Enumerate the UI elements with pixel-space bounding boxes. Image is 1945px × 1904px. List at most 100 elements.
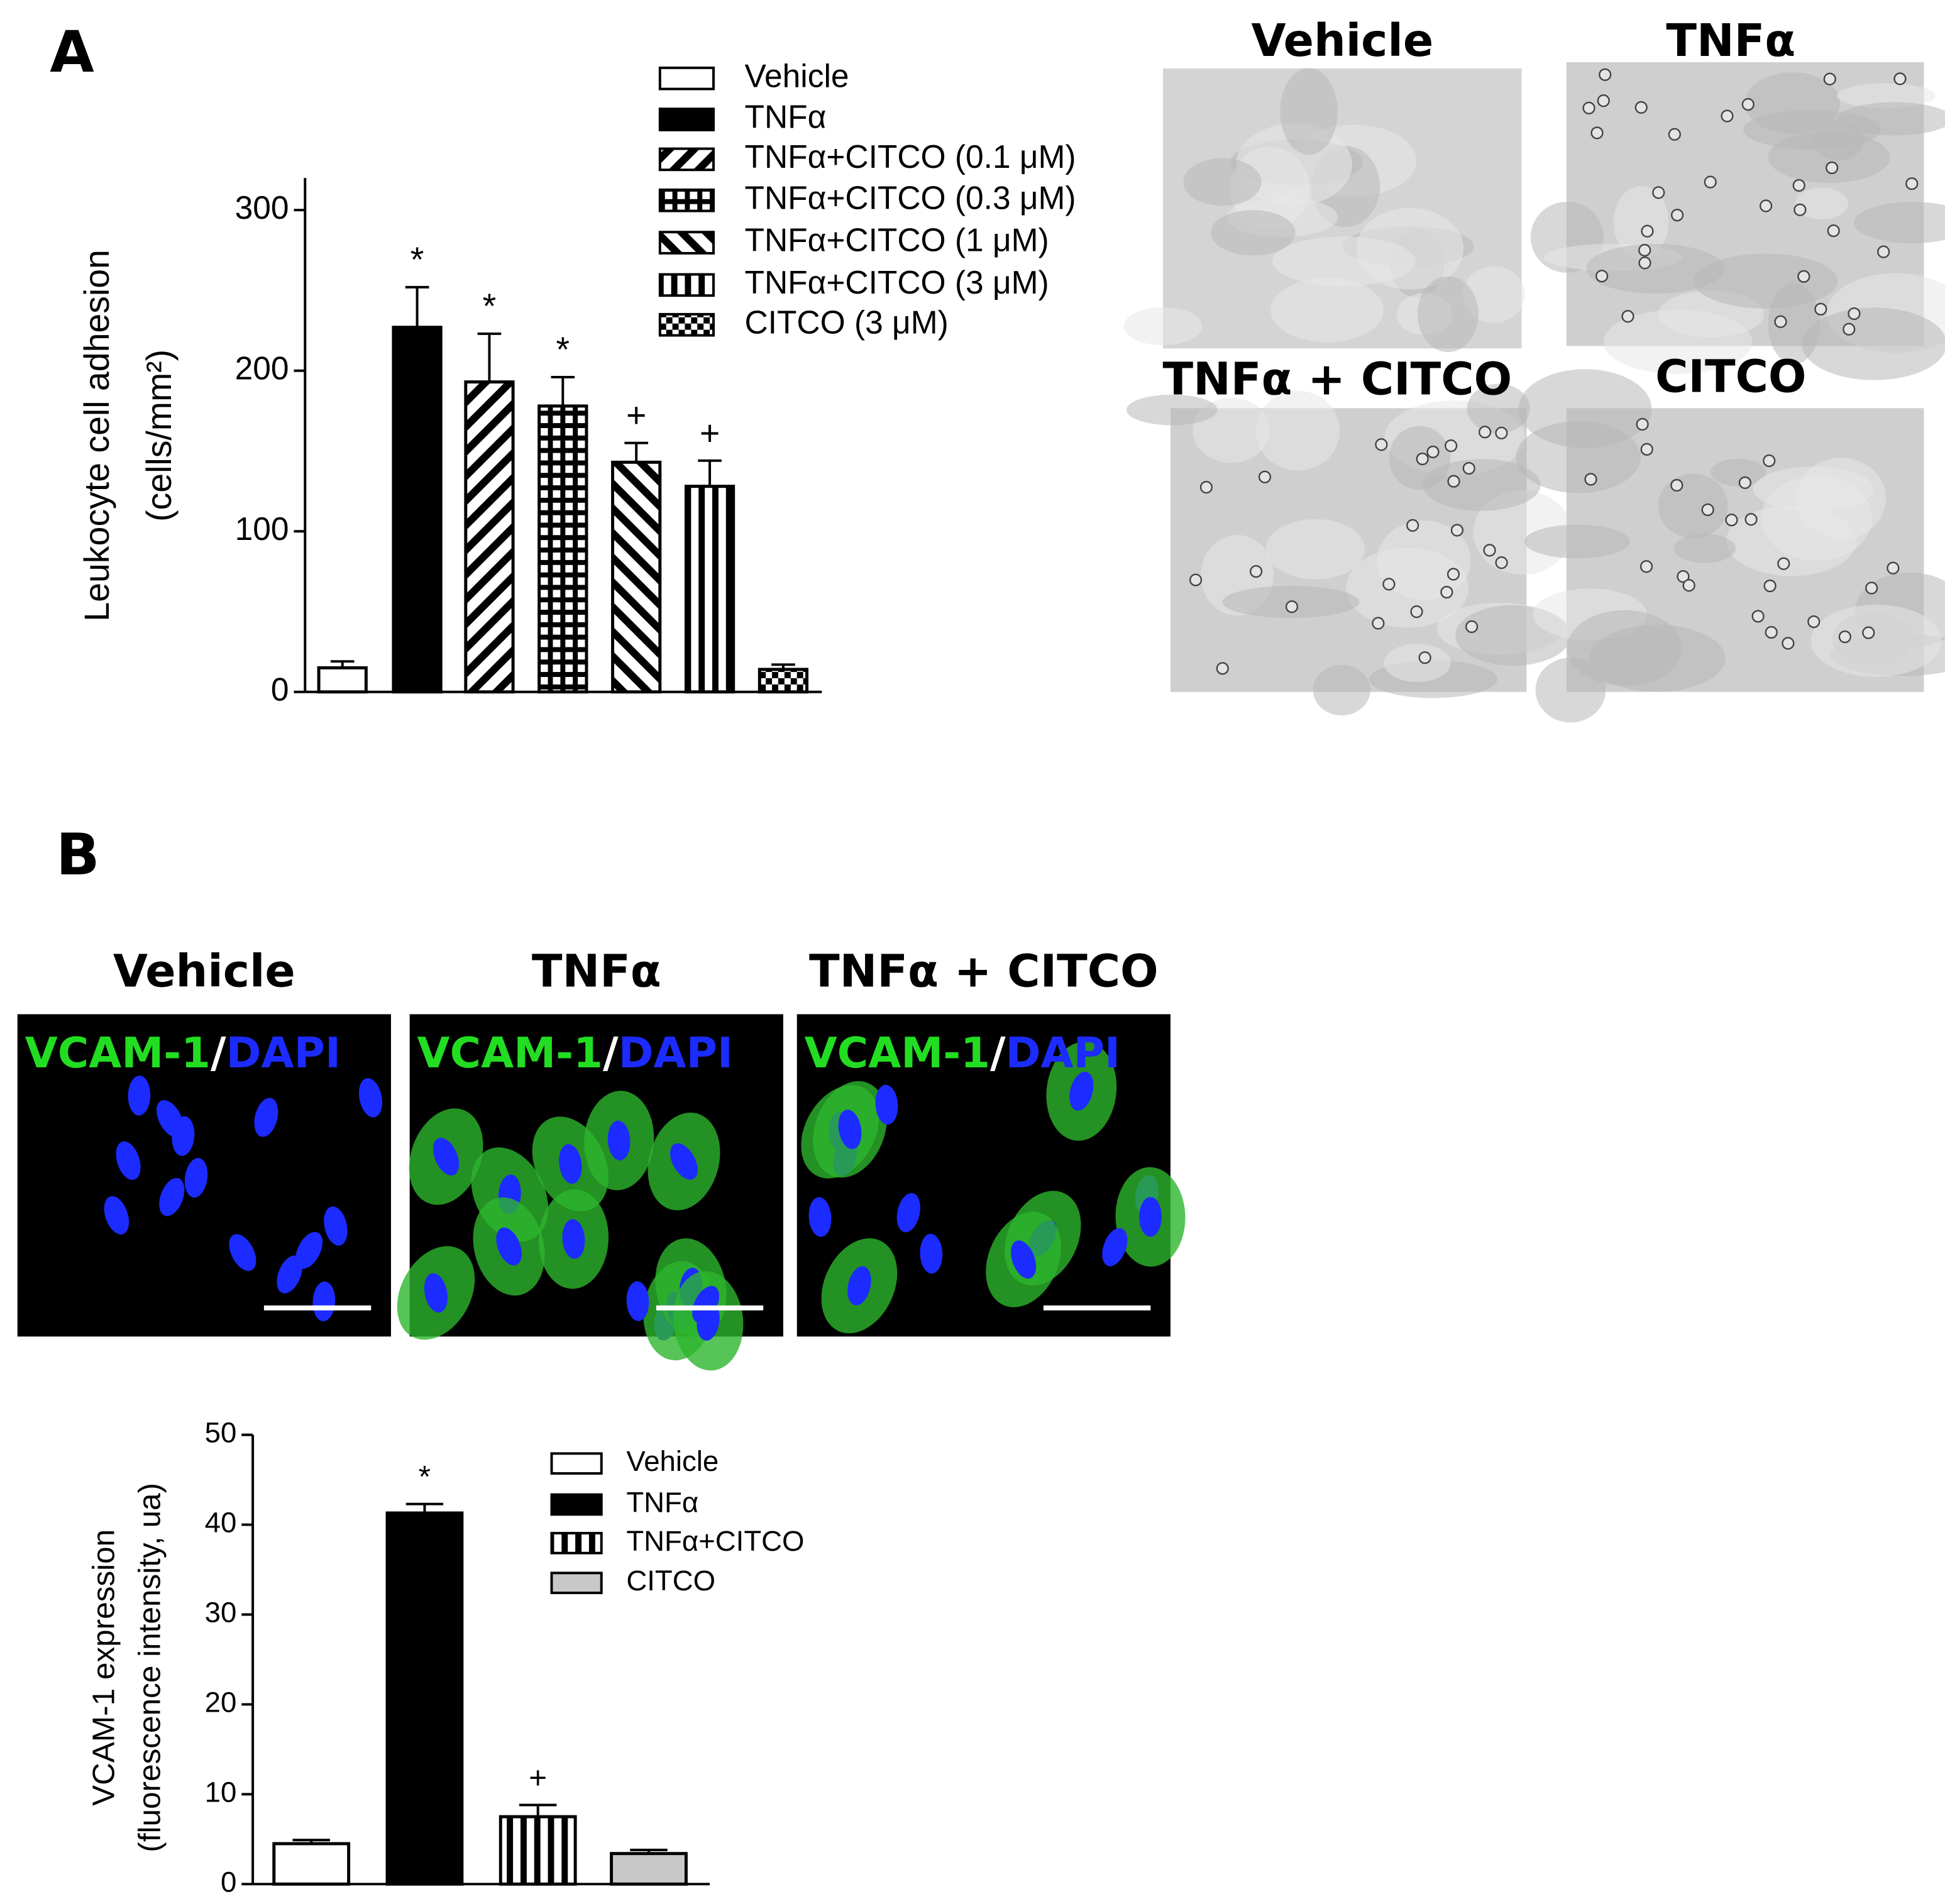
y-axis-label: VCAM-1 expression <box>86 1529 121 1806</box>
cell <box>1199 481 1213 494</box>
micrograph-title: TNFα <box>1666 14 1795 67</box>
significance: * <box>483 287 497 326</box>
texture <box>1516 421 1641 493</box>
panel-label: B <box>56 822 99 888</box>
stain-part: VCAM-1 <box>25 1028 211 1077</box>
nucleus <box>875 1084 898 1125</box>
legend-swatch <box>658 188 715 212</box>
cell <box>1599 68 1612 81</box>
texture <box>1255 390 1340 471</box>
legend-label: Vehicle <box>745 57 849 94</box>
nucleus <box>896 1192 921 1233</box>
texture <box>1183 158 1262 206</box>
cell <box>1760 199 1773 212</box>
nucleus <box>920 1233 943 1274</box>
texture <box>1567 610 1683 686</box>
legend-swatch <box>550 1532 603 1555</box>
cell <box>1721 109 1734 123</box>
cell <box>1751 610 1765 623</box>
legend-swatch <box>658 231 715 255</box>
cell <box>1465 620 1479 634</box>
y-axis-label: (cells/mm²) <box>140 349 179 522</box>
texture <box>1768 131 1890 183</box>
nucleus <box>1139 1197 1162 1237</box>
legend-swatch <box>658 312 715 337</box>
stain-part: / <box>603 1028 619 1077</box>
nucleus <box>559 1144 582 1184</box>
nucleus <box>128 1076 151 1116</box>
texture <box>1126 394 1218 426</box>
texture <box>1836 83 1936 109</box>
cell <box>1797 270 1810 283</box>
cell <box>1445 439 1458 453</box>
texture <box>1123 307 1203 346</box>
bar <box>272 1842 351 1886</box>
cell <box>1426 445 1440 459</box>
cell <box>1590 126 1604 140</box>
cell <box>1597 94 1610 107</box>
legend-swatch <box>658 107 715 131</box>
y-axis-label: (fluorescence intensity, ua) <box>133 1483 167 1852</box>
stain-part: VCAM-1 <box>805 1028 990 1077</box>
cell <box>1582 101 1595 114</box>
nucleus <box>324 1206 348 1246</box>
cell <box>1636 417 1649 431</box>
legend-label: CITCO (3 μM) <box>745 304 949 340</box>
nucleus <box>1102 1228 1128 1267</box>
nucleus <box>496 1227 522 1266</box>
cell <box>1638 256 1651 270</box>
cell <box>1827 224 1840 238</box>
micrograph-title: Vehicle <box>113 945 295 998</box>
stain-label: VCAM-1/DAPI <box>25 1028 341 1077</box>
nucleus <box>670 1143 698 1180</box>
cell <box>1823 72 1836 85</box>
cell <box>1774 315 1787 328</box>
texture <box>1265 519 1365 580</box>
texture <box>1854 202 1945 244</box>
stain-part: DAPI <box>619 1028 733 1077</box>
stain-part: DAPI <box>1006 1028 1120 1077</box>
significance: + <box>626 396 646 435</box>
bar <box>385 1511 464 1886</box>
legend-swatch <box>550 1493 603 1516</box>
micrograph-title: TNFα + CITCO <box>809 945 1159 998</box>
cell <box>1668 128 1681 141</box>
y-tick-label: 0 <box>271 671 289 707</box>
texture <box>1603 309 1753 374</box>
y-tick-label: 40 <box>205 1507 237 1539</box>
cell <box>1641 224 1654 238</box>
cell <box>1446 568 1460 581</box>
texture <box>1377 520 1471 600</box>
cell <box>1887 561 1900 575</box>
cell <box>1406 519 1419 532</box>
micrograph: VCAM-1/DAPI <box>397 1014 783 1371</box>
cell <box>1826 161 1839 175</box>
legend-label: Vehicle <box>626 1445 719 1477</box>
cell <box>1640 443 1653 456</box>
y-tick-label: 300 <box>235 189 289 226</box>
micrograph: VCAM-1/DAPI <box>17 1014 391 1337</box>
stain-label: VCAM-1/DAPI <box>417 1028 733 1077</box>
texture <box>1524 524 1630 559</box>
cell <box>1862 626 1875 639</box>
texture <box>1280 68 1338 155</box>
bar <box>610 1852 688 1886</box>
texture <box>1418 276 1479 353</box>
micrograph-title: CITCO <box>1655 350 1806 402</box>
cell <box>1440 585 1453 599</box>
cell <box>1416 452 1429 466</box>
cell <box>1701 503 1714 517</box>
legend-swatch <box>658 147 715 172</box>
micrograph <box>1126 383 1572 716</box>
cell <box>1682 579 1695 592</box>
cell <box>1670 478 1683 492</box>
texture <box>1586 243 1724 294</box>
legend-swatch <box>658 273 715 297</box>
nucleus <box>184 1158 208 1198</box>
texture <box>1673 534 1736 563</box>
cell <box>1418 651 1431 664</box>
y-tick-label: 50 <box>205 1417 237 1449</box>
stain-part: / <box>211 1028 226 1077</box>
texture <box>1753 466 1874 512</box>
